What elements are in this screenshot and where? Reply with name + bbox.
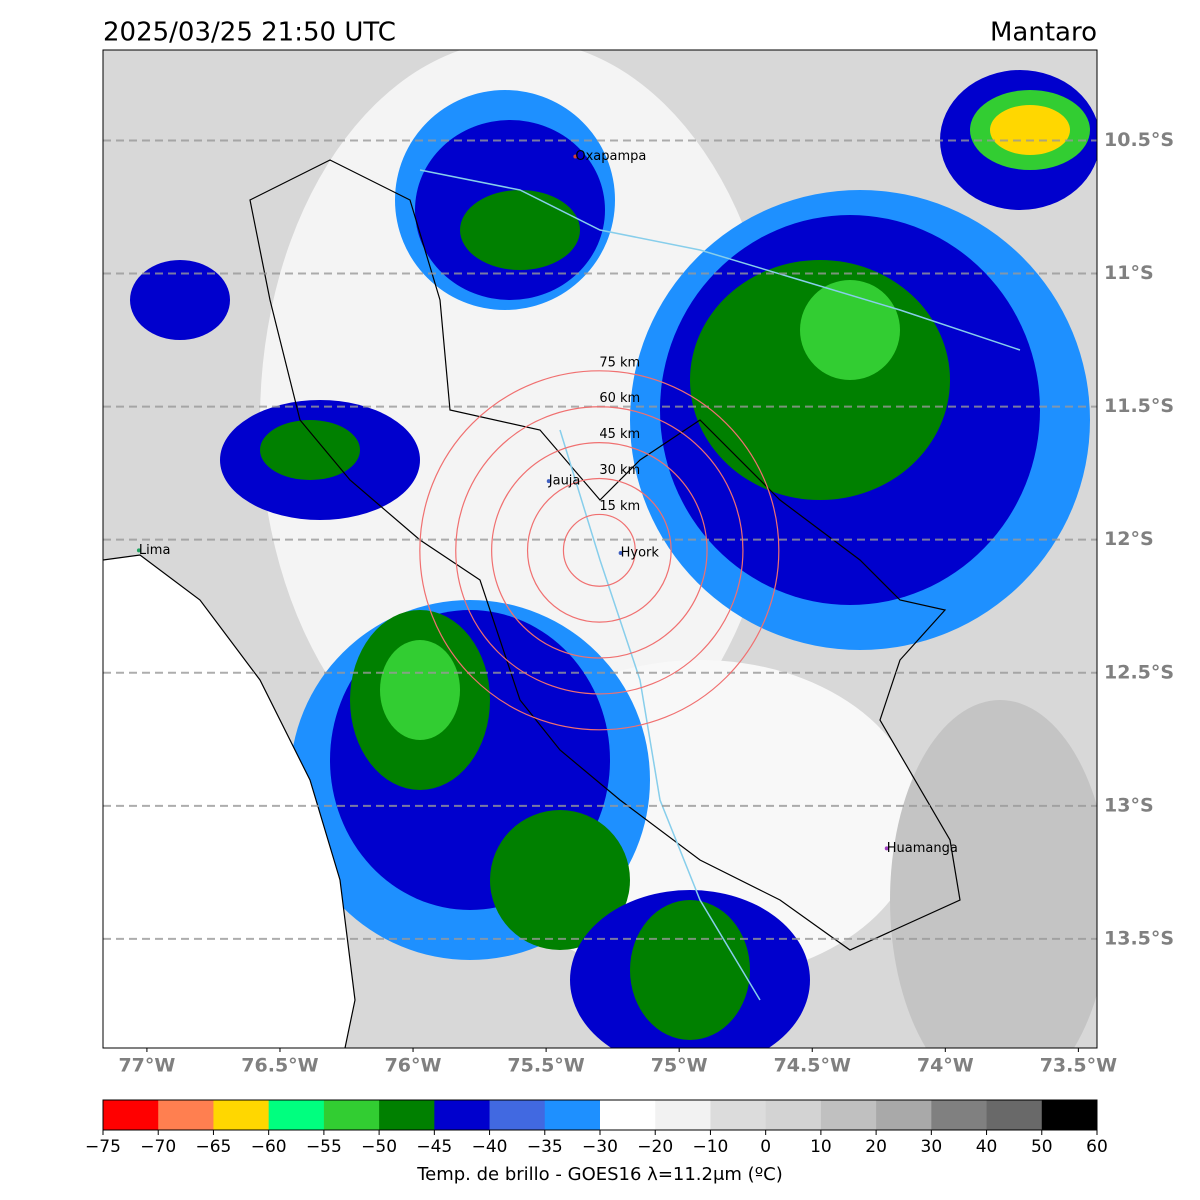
cloud-colder (460, 190, 580, 270)
colorbar-segment (765, 1100, 822, 1130)
colorbar-segment (876, 1100, 932, 1130)
colorbar-tick-label: −75 (85, 1137, 121, 1157)
x-tick-label: 74.5°W (774, 1055, 851, 1077)
colorbar-tick-label: −35 (527, 1137, 563, 1157)
coastline (103, 554, 356, 1048)
y-tick-label: 11.5°S (1104, 395, 1174, 417)
x-tick-label: 77°W (118, 1055, 175, 1077)
colorbar-segment (931, 1100, 988, 1130)
cloud-coldest (990, 105, 1070, 155)
colorbar-tick-label: −60 (251, 1137, 287, 1157)
x-tick-label: 75°W (651, 1055, 708, 1077)
cloud-colder (380, 640, 460, 740)
place-label: Oxapampa (575, 149, 646, 164)
place-label: Jauja (548, 474, 581, 489)
colorbar-tick-label: 50 (1031, 1137, 1053, 1157)
x-tick-label: 74°W (917, 1055, 974, 1077)
colorbar-tick-label: 10 (810, 1137, 832, 1157)
colorbar-segment (213, 1100, 270, 1130)
cloud-colder (490, 810, 630, 950)
y-tick-label: 11°S (1104, 262, 1154, 284)
colorbar-tick-label: 40 (976, 1137, 998, 1157)
cloud-colder (260, 420, 360, 480)
colorbar-tick-label: 0 (760, 1137, 771, 1157)
colorbar-tick-label: −70 (140, 1137, 176, 1157)
region-title: Mantaro (990, 18, 1097, 48)
colorbar-segment (544, 1100, 601, 1130)
colorbar-tick-label: −50 (361, 1137, 397, 1157)
range-ring (419, 370, 780, 731)
place-label: Hyork (621, 545, 660, 560)
colorbar-tick-label: 60 (1086, 1137, 1108, 1157)
range-ring-label: 60 km (599, 391, 640, 406)
colorbar-segment (655, 1100, 711, 1130)
range-ring (562, 513, 636, 587)
overlay: 10.5°S 11°S 11.5°S 12°S 12.5°S 13°S 13.5°S 77°W… (103, 129, 1174, 1077)
cloud-colder (630, 900, 750, 1040)
x-tick-label: 76.5°W (241, 1055, 318, 1077)
place-marker (884, 846, 889, 851)
place-label: Huamanga (887, 841, 958, 856)
place-marker (573, 154, 578, 159)
colorbar-tick-label: −65 (195, 1137, 231, 1157)
y-tick-label: 12.5°S (1104, 661, 1174, 683)
colorbar-segment (268, 1100, 325, 1130)
colorbar-tick-label: −55 (306, 1137, 342, 1157)
range-ring-label: 15 km (599, 499, 640, 514)
colorbar-segment (600, 1100, 656, 1130)
river (419, 169, 1021, 1001)
y-tick-label: 12°S (1104, 528, 1154, 550)
colorbar-tick-label: −30 (582, 1137, 618, 1157)
colorbar-tick-label: −40 (472, 1137, 508, 1157)
colorbar-segment (710, 1100, 767, 1130)
title: 2025/03/25 21:50 UTC (103, 18, 396, 48)
range-ring (491, 442, 708, 659)
cloud-colder (800, 280, 900, 380)
x-tick-label: 76°W (385, 1055, 442, 1077)
basin-boundary (249, 159, 961, 951)
colorbar-segment (158, 1100, 214, 1130)
x-tick-label: 75.5°W (507, 1055, 584, 1077)
colorbar-tick-label: 20 (865, 1137, 887, 1157)
colorbar-tick-label: −20 (637, 1137, 673, 1157)
colorbar-tick-label: −45 (416, 1137, 452, 1157)
colorbar-segment (986, 1100, 1043, 1130)
range-ring-label: 45 km (599, 427, 640, 442)
terrain (890, 700, 1097, 1048)
place-marker (136, 548, 141, 553)
range-ring-label: 75 km (599, 355, 640, 370)
map-background (103, 50, 1097, 1048)
x-tick-label: 73.5°W (1040, 1055, 1117, 1077)
colorbar-segment (1041, 1100, 1098, 1130)
colorbar-tick-label: 30 (921, 1137, 943, 1157)
colorbar-segment (820, 1100, 877, 1130)
place-label: Lima (139, 543, 170, 558)
place-marker (618, 550, 623, 555)
colorbar-tick-label: −10 (692, 1137, 728, 1157)
place-marker (546, 479, 551, 484)
range-ring (526, 477, 672, 623)
y-tick-label: 13°S (1104, 794, 1154, 816)
ocean (103, 555, 355, 1048)
y-tick-label: 13.5°S (1104, 927, 1174, 949)
colorbar-segment (103, 1100, 159, 1130)
colorbar-segment (434, 1100, 491, 1130)
y-tick-label: 10.5°S (1104, 129, 1174, 151)
range-ring-label: 30 km (599, 463, 640, 478)
colorbar-segment (379, 1100, 435, 1130)
range-ring (455, 406, 744, 695)
cloud-cold (130, 260, 230, 340)
map-frame (102, 49, 1098, 1049)
colorbar-label: Temp. de brillo - GOES16 λ=11.2μm (ºC) (416, 1164, 783, 1185)
colorbar-segment (323, 1100, 380, 1130)
colorbar-segment (489, 1100, 546, 1130)
